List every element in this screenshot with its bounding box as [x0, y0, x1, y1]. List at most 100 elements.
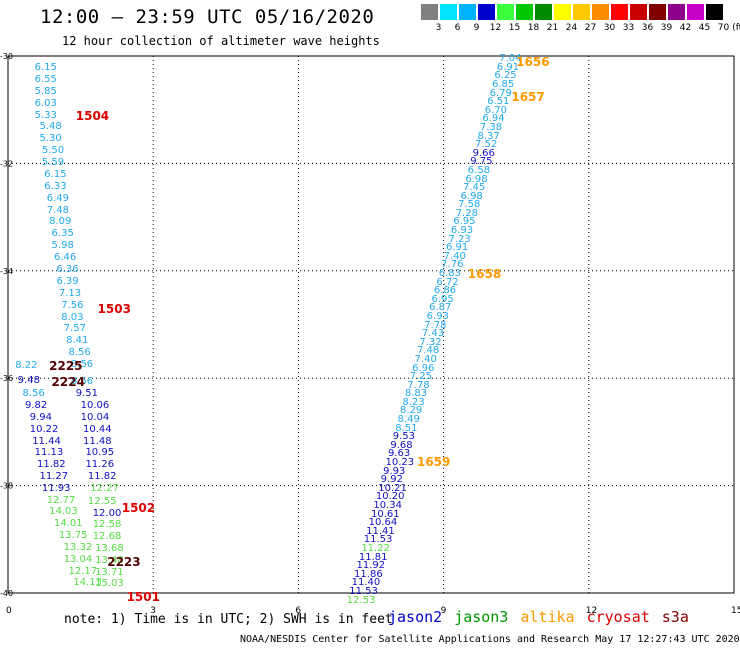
swh-label: 6.95: [453, 216, 476, 228]
pass-number-label: 1502: [121, 501, 156, 516]
swh-label: 7.78: [424, 319, 447, 331]
swh-label: 8.23: [402, 396, 425, 408]
swh-label: 6.36: [56, 263, 79, 275]
swh-label: 7.48: [416, 345, 440, 357]
swh-label: 11.82: [37, 459, 66, 471]
swh-label: 7.32: [419, 336, 442, 348]
pass-number-label: 1504: [75, 109, 110, 124]
colorbar-swatch: [687, 4, 704, 20]
swh-label: 10.34: [373, 500, 403, 511]
swh-label: 8.09: [49, 216, 72, 228]
swh-label: 8.29: [400, 405, 423, 417]
swh-label: 12.58: [92, 519, 122, 531]
swh-label: 12.17: [68, 565, 98, 577]
colorbar-label: 45: [698, 23, 711, 33]
swh-label: 5.50: [41, 145, 65, 157]
swh-label: 9.92: [380, 474, 403, 486]
pass-number-label: 1656: [516, 55, 550, 70]
colorbar-label: 3: [435, 23, 442, 33]
swh-label: 13.71: [95, 566, 124, 578]
swh-label: 6.96: [412, 362, 435, 374]
colorbar-swatch: [573, 4, 590, 20]
legend-entry: jason2: [388, 608, 443, 626]
colorbar-label: 27: [584, 23, 597, 33]
swh-label: 15.03: [95, 578, 124, 590]
swh-label: 7.76: [441, 259, 464, 271]
colorbar-label: 12: [489, 23, 502, 33]
lon-tick-label: 3: [150, 606, 156, 616]
swh-label: 11.41: [366, 525, 395, 537]
pass-number-label: 2225: [49, 358, 83, 373]
swh-label: 12.55: [87, 495, 117, 507]
swh-label: 7.25: [409, 371, 432, 383]
swh-label: 6.49: [46, 192, 69, 204]
swh-label: 10.04: [80, 411, 110, 423]
lat-tick-label: -32: [0, 159, 13, 168]
swh-label: 11.22: [361, 542, 390, 554]
swh-label: 6.95: [431, 293, 454, 305]
swh-label: 6.55: [34, 74, 57, 86]
swh-label: 13.04: [63, 553, 93, 565]
lon-tick-label: 15: [731, 606, 740, 616]
legend-entry: jason3: [454, 608, 509, 626]
swh-label: 9.66: [472, 147, 495, 159]
legend-entry: altika: [520, 608, 575, 626]
swh-label: 10.44: [83, 423, 112, 435]
colorbar-label: 21: [546, 23, 559, 33]
lon-tick-label: 6: [295, 606, 301, 616]
lat-tick-label: -36: [0, 374, 13, 383]
swh-label: 13.75: [58, 530, 88, 542]
swh-label: 7.56: [61, 299, 84, 311]
colorbar-label: 24: [565, 23, 578, 33]
swh-label: 14.03: [49, 506, 78, 518]
pass-number-label: 2223: [107, 554, 141, 569]
swh-label: 6.70: [484, 104, 507, 116]
colorbar-swatch: [440, 4, 457, 20]
page-subtitle: 12 hour collection of altimeter wave hei…: [62, 34, 380, 48]
swh-label: 11.26: [85, 459, 115, 471]
swh-label: 9.82: [24, 400, 48, 412]
colorbar-swatch: [421, 4, 438, 20]
swh-label: 6.98: [465, 173, 488, 185]
swh-label: 6.93: [426, 310, 449, 322]
swh-label: 5.59: [41, 156, 65, 168]
colorbar-label: 33: [622, 23, 635, 33]
swh-label: 7.28: [455, 207, 478, 219]
swh-label: 6.46: [53, 251, 77, 263]
swh-label: 8.51: [395, 422, 418, 434]
swh-label: 7.45: [462, 182, 486, 194]
colorbar-swatch: [592, 4, 609, 20]
swh-label: 7.40: [414, 353, 437, 365]
colorbar-label: 9: [473, 23, 480, 33]
colorbar-swatch: [459, 4, 476, 20]
swh-label: 9.93: [383, 465, 406, 477]
swh-label: 7.58: [458, 199, 481, 211]
swh-label: 12.77: [46, 494, 76, 506]
swh-label: 5.33: [34, 109, 57, 121]
swh-label: 10.20: [375, 491, 405, 503]
swh-label: 13.68: [95, 542, 124, 554]
swh-label: 10.64: [368, 517, 398, 529]
swh-label: 11.82: [87, 471, 117, 482]
swh-label: 7.04: [499, 53, 522, 65]
swh-label: 8.49: [397, 414, 420, 426]
swh-label: 7.43: [421, 328, 445, 340]
colorbar-label: 36: [641, 23, 654, 33]
swh-label: 14.01: [53, 518, 83, 530]
lat-tick-label: -38: [0, 482, 13, 491]
swh-label: 9.53: [392, 431, 416, 443]
swh-label: 6.25: [494, 70, 517, 82]
swh-label: 8.83: [404, 388, 428, 400]
colorbar-label: 42: [679, 23, 692, 33]
colorbar-label: 30: [603, 23, 616, 33]
swh-label: 12.53: [346, 594, 376, 606]
colorbar-swatch: [611, 4, 628, 20]
lon-tick-label: 9: [441, 606, 447, 616]
swh-label: 6.15: [44, 169, 67, 181]
colorbar-swatch: [478, 4, 495, 20]
map-frame: [7, 55, 735, 594]
swh-label: 11.92: [356, 560, 386, 572]
swh-label: 13.48: [95, 554, 124, 566]
swh-label: 5.85: [34, 85, 57, 97]
